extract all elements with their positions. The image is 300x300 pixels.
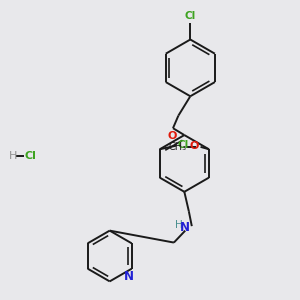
Text: Cl: Cl [178, 140, 189, 150]
Text: N: N [124, 271, 134, 284]
Text: N: N [180, 221, 190, 234]
Text: CH₃: CH₃ [168, 142, 186, 152]
Text: Cl: Cl [25, 151, 37, 161]
Text: H: H [8, 151, 17, 161]
Text: H: H [176, 220, 183, 230]
Text: O: O [190, 141, 200, 151]
Text: Cl: Cl [185, 11, 196, 21]
Text: O: O [167, 130, 176, 141]
